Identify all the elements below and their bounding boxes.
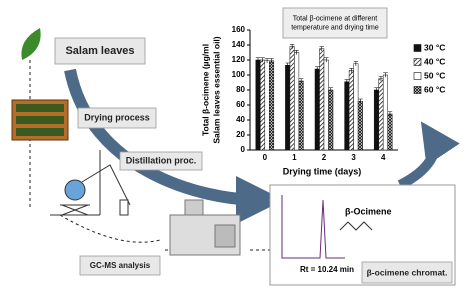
- bar: [289, 46, 295, 151]
- bar: [328, 89, 334, 151]
- error-bar: [387, 111, 393, 117]
- x-tick-label: 2: [322, 153, 327, 162]
- chart-title: Total β-ocimene at different temperature …: [291, 15, 379, 31]
- bar: [344, 81, 350, 151]
- y-tick-label: 140: [232, 40, 246, 49]
- node-label: Salam leaves: [65, 45, 134, 57]
- bar: [255, 59, 261, 151]
- y-tick-label: 40: [236, 115, 245, 124]
- legend-swatch: [413, 58, 422, 66]
- y-tick-label: 0: [241, 145, 246, 154]
- error-bar: [344, 79, 350, 84]
- bar: [357, 101, 363, 151]
- node-box: [79, 255, 161, 276]
- node-box: [54, 37, 146, 65]
- bar: [382, 74, 388, 151]
- y-tick-label: 60: [236, 100, 245, 109]
- x-tick-label: 4: [381, 153, 386, 162]
- error-bar: [383, 72, 388, 78]
- legend-swatch: [413, 44, 422, 52]
- bar: [314, 68, 320, 151]
- x-axis-label: Drying time (days): [283, 166, 362, 176]
- bar: [353, 63, 359, 151]
- node-label: β-ocimene chromat.: [367, 267, 448, 277]
- x-tick-label: 1: [292, 153, 297, 162]
- error-bar: [374, 87, 379, 93]
- distillation-apparatus: [50, 150, 131, 216]
- chart-title-box: [282, 7, 388, 39]
- bar: [319, 48, 325, 151]
- bar: [298, 80, 304, 151]
- bar: [260, 59, 266, 151]
- error-bar: [358, 98, 363, 104]
- error-bar: [260, 57, 265, 63]
- error-bar: [269, 58, 274, 63]
- error-bar: [264, 58, 270, 63]
- peak-label: β-Ocimene: [345, 206, 392, 216]
- drying-rack: [11, 99, 69, 141]
- bar: [285, 65, 291, 151]
- y-axis-label: Total β-ocimene (µg/mlSalam leaves essen…: [201, 36, 222, 143]
- y-tick-label: 120: [232, 55, 246, 64]
- x-tick-label: 3: [351, 153, 356, 162]
- process-arrow: [64, 68, 284, 224]
- leaf-icon: [21, 28, 41, 60]
- error-bar: [349, 67, 354, 73]
- x-tick-label: 0: [263, 153, 268, 162]
- legend-label: 60 °C: [424, 84, 445, 94]
- result-arrow: [397, 121, 460, 190]
- bar: [373, 89, 379, 151]
- error-bar: [298, 78, 304, 84]
- chromatogram-trace: [281, 195, 345, 259]
- error-bar: [328, 87, 333, 93]
- error-bar: [285, 62, 290, 68]
- gcms-machine: [169, 199, 241, 256]
- error-bar: [378, 76, 384, 81]
- legend-label: 50 °C: [424, 70, 445, 80]
- node-label: Drying process: [84, 112, 150, 122]
- bar: [294, 52, 300, 151]
- y-tick-label: 160: [232, 25, 246, 34]
- bar: [269, 60, 275, 151]
- node-box: [77, 107, 157, 129]
- node-label: Distillation proc.: [126, 155, 197, 165]
- bar: [378, 78, 384, 151]
- y-tick-label: 80: [236, 85, 245, 94]
- bar: [264, 60, 270, 151]
- bar: [348, 70, 354, 151]
- bar: [323, 59, 329, 151]
- rt-label: Rt = 10.24 min: [300, 265, 354, 274]
- error-bar: [315, 66, 320, 72]
- error-bar: [294, 49, 299, 55]
- node-box: [119, 151, 203, 171]
- node-box: [361, 261, 453, 284]
- error-bar: [353, 61, 359, 66]
- y-tick-label: 100: [232, 70, 246, 79]
- error-bar: [255, 57, 261, 63]
- legend-label: 40 °C: [424, 56, 445, 66]
- legend-label: 30 °C: [424, 42, 445, 52]
- error-bar: [319, 46, 324, 51]
- error-bar: [324, 57, 329, 63]
- legend-swatch: [413, 86, 422, 94]
- y-tick-label: 20: [236, 130, 245, 139]
- bar: [387, 113, 393, 151]
- error-bar: [289, 43, 295, 49]
- node-label: GC-MS analysis: [90, 261, 151, 270]
- legend-swatch: [413, 72, 422, 80]
- molecule-icon: [339, 221, 373, 231]
